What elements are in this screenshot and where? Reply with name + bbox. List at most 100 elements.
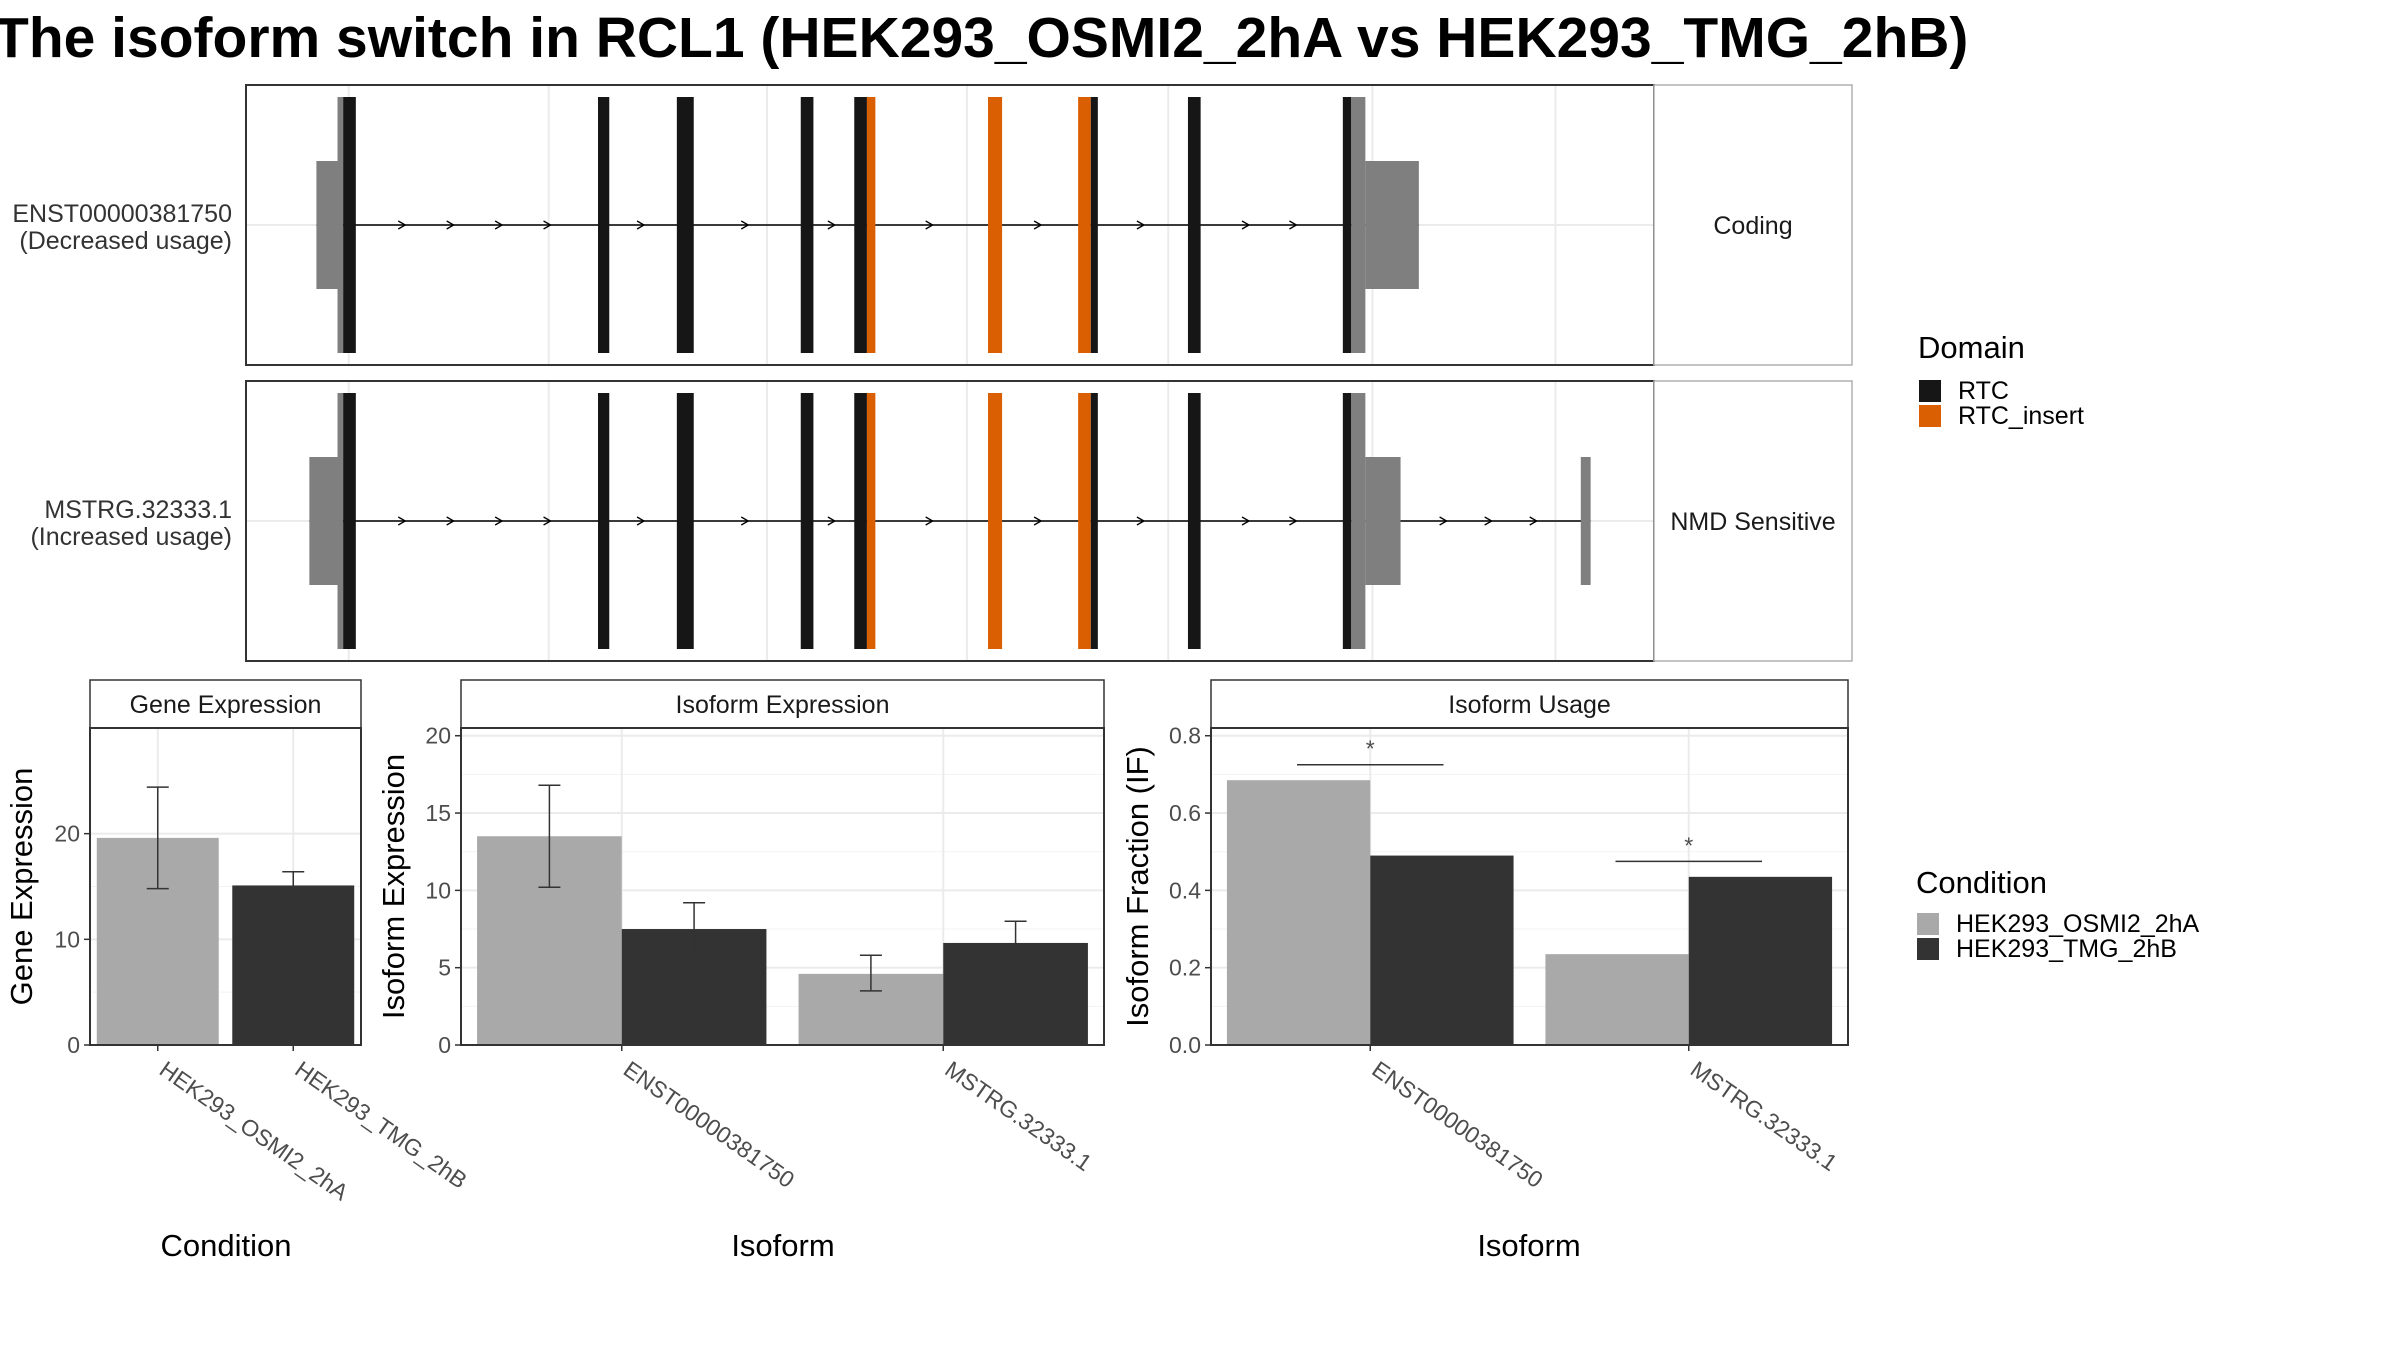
- exon-block: [800, 97, 814, 353]
- intron-arrow: [740, 220, 750, 230]
- bar: [1226, 780, 1371, 1045]
- exon-block: [800, 393, 814, 649]
- x-axis-title: Condition: [161, 1228, 292, 1263]
- exon-block: [598, 97, 610, 353]
- category-label: NMD Sensitive: [1670, 508, 1835, 536]
- plot-border: [460, 727, 1105, 1046]
- y-axis-title: Gene Expression: [4, 768, 39, 1006]
- condition-legend-title: Condition: [1916, 865, 2047, 900]
- intron-arrow: [1241, 220, 1251, 230]
- exon-block: [1342, 97, 1352, 353]
- y-tick-label: 15: [425, 800, 451, 826]
- y-tick-label: 0.6: [1169, 800, 1201, 826]
- panel-strip: [1210, 679, 1849, 729]
- intron-arrow: [397, 220, 407, 230]
- x-tick-label: MSTRG.32333.1: [1686, 1056, 1842, 1176]
- transcript-row: NMD Sensitive MSTRG.32333.1(Increased usa…: [30, 380, 1853, 662]
- intron-arrow: [827, 220, 837, 230]
- isoform-usage-panel: Isoform Usage 0.0 0.2 0.4 0.6 0.8 ENST00000381…: [1120, 679, 1849, 1263]
- intron-arrow: [740, 516, 750, 526]
- category-label: Coding: [1713, 212, 1792, 240]
- significance-star: *: [1366, 736, 1375, 762]
- transcript-id: MSTRG.32333.1: [44, 496, 232, 524]
- panel-strip-label: Isoform Expression: [676, 691, 890, 719]
- intron-arrow: [1529, 516, 1539, 526]
- x-axis-title: Isoform: [731, 1228, 834, 1263]
- exon-block: [343, 393, 356, 649]
- y-tick-label: 0.4: [1169, 877, 1201, 903]
- intron-arrow: [1289, 516, 1298, 526]
- panel-strip-label: Gene Expression: [130, 691, 322, 719]
- y-axis-title: Isoform Fraction (IF): [1120, 746, 1155, 1027]
- isoform-expression-panel: Isoform Expression 0 5 10 15 20 ENST0000038175…: [376, 679, 1105, 1263]
- intron-arrow: [543, 220, 552, 230]
- domain-legend-label: RTC_insert: [1958, 402, 2084, 430]
- exon-block: [866, 393, 876, 649]
- usage-label: (Decreased usage): [19, 227, 232, 255]
- y-tick-label: 5: [438, 955, 451, 981]
- exon-block: [343, 97, 356, 353]
- intron-arrow: [1484, 516, 1493, 526]
- intron-arrow: [543, 516, 552, 526]
- intron-arrow: [494, 220, 504, 230]
- y-axis-title: Isoform Expression: [376, 754, 411, 1019]
- exon-block: [1187, 393, 1201, 649]
- intron-arrow: [494, 516, 504, 526]
- exon-block: [337, 393, 344, 649]
- exon-block: [854, 97, 867, 353]
- domain-legend-title: Domain: [1918, 330, 2025, 365]
- panel-strip: [460, 679, 1105, 729]
- exon-block: [1365, 161, 1419, 289]
- y-tick-label: 0.8: [1169, 723, 1201, 749]
- domain-legend-swatch: [1919, 380, 1941, 402]
- bar: [1688, 876, 1833, 1045]
- intron-arrow: [925, 516, 935, 526]
- figure-title: The isoform switch in RCL1 (HEK293_OSMI2…: [0, 6, 1968, 70]
- y-tick-label: 10: [425, 877, 451, 903]
- exon-block: [1342, 393, 1352, 649]
- panel-strip: [89, 679, 362, 729]
- y-tick-label: 0.2: [1169, 955, 1201, 981]
- usage-label: (Increased usage): [30, 523, 232, 551]
- exon-block: [854, 393, 867, 649]
- x-tick-label: ENST00000381750: [1367, 1056, 1547, 1193]
- intron-arrow: [827, 516, 837, 526]
- intron-arrow: [1136, 220, 1146, 230]
- bar: [232, 885, 355, 1045]
- domain-legend-label: RTC: [1958, 377, 2009, 405]
- exon-block: [988, 393, 1003, 649]
- intron-arrow: [1289, 220, 1298, 230]
- exon-block: [1090, 393, 1098, 649]
- y-tick-label: 0: [438, 1032, 451, 1058]
- significance-star: *: [1684, 832, 1693, 858]
- intron-arrow: [1439, 516, 1448, 526]
- plot-border: [89, 727, 362, 1046]
- exon-block: [337, 97, 344, 353]
- exon-block: [1078, 393, 1091, 649]
- y-tick-label: 20: [54, 821, 80, 847]
- intron-arrow: [446, 220, 456, 230]
- intron-arrow: [446, 516, 456, 526]
- condition-legend-label: HEK293_TMG_2hB: [1956, 935, 2177, 963]
- category-strip: [1653, 84, 1853, 366]
- exon-block: [1078, 97, 1091, 353]
- exon-block: [598, 393, 610, 649]
- y-tick-label: 0.0: [1169, 1032, 1201, 1058]
- x-tick-label: MSTRG.32333.1: [940, 1056, 1096, 1176]
- intron-arrow: [1241, 516, 1251, 526]
- exon-block: [988, 97, 1003, 353]
- exon-block: [1580, 457, 1591, 585]
- intron-arrow: [1033, 220, 1043, 230]
- exon-block: [1351, 393, 1366, 649]
- title-layer: The isoform switch in RCL1 (HEK293_OSMI2…: [0, 6, 1968, 70]
- exon-block: [309, 457, 338, 585]
- bar: [1370, 855, 1514, 1045]
- x-axis-title: Isoform: [1477, 1228, 1580, 1263]
- transcript-id: ENST00000381750: [12, 200, 232, 228]
- intron-arrow: [636, 220, 646, 230]
- bar: [1545, 954, 1689, 1045]
- category-strip: [1653, 380, 1853, 662]
- transcript-row: Coding ENST00000381750(Decreased usage): [12, 84, 1853, 366]
